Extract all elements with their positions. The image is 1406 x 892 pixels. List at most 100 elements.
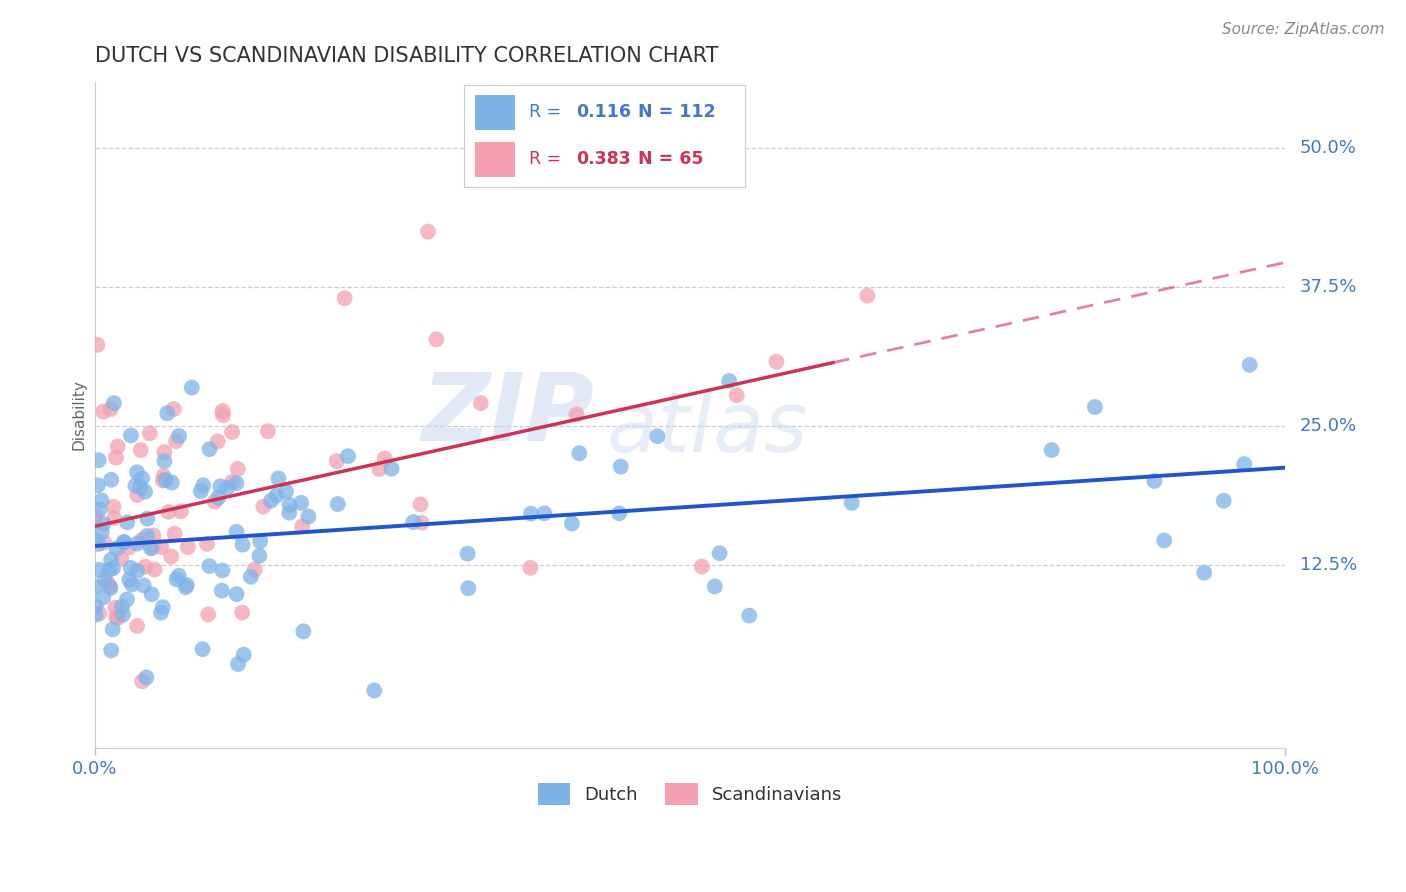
Point [211,564,233,578]
Point [703,579,725,593]
Point [104,450,127,465]
Point [610,459,633,474]
Point [139,541,162,556]
Point [86,338,108,352]
Point [249,534,271,549]
Point [225,587,247,601]
Point [1239,358,1261,372]
Point [1143,474,1166,488]
Point [198,559,221,574]
Point [180,381,202,395]
Point [127,536,149,550]
Point [100,643,122,657]
Point [152,600,174,615]
Point [118,573,141,587]
Point [257,424,280,438]
Text: 37.5%: 37.5% [1299,278,1357,296]
Point [765,354,787,368]
Point [101,623,124,637]
Point [565,408,588,422]
Point [647,429,669,443]
Point [84,508,107,523]
Point [325,454,347,468]
Point [212,408,235,422]
Point [105,610,128,624]
Point [337,449,360,463]
Point [103,500,125,514]
Text: ZIP: ZIP [422,369,595,461]
Point [131,533,153,547]
Text: N = 65: N = 65 [638,150,704,168]
Point [290,496,312,510]
Point [690,559,713,574]
Point [1084,400,1107,414]
Point [112,607,135,622]
Point [117,516,139,530]
Point [409,497,432,511]
Point [718,374,741,388]
Point [129,480,152,494]
Point [107,440,129,454]
Point [457,547,479,561]
Point [193,478,215,492]
Point [93,516,115,531]
Point [274,484,297,499]
Point [118,541,141,555]
Point [111,599,134,614]
Point [163,402,186,417]
Point [139,426,162,441]
Point [204,494,226,508]
Point [132,578,155,592]
Point [231,606,253,620]
Point [856,288,879,302]
Point [209,479,232,493]
Point [191,642,214,657]
Point [326,497,349,511]
Point [89,563,111,577]
Point [520,507,543,521]
Point [363,683,385,698]
Point [100,402,122,417]
Text: 50.0%: 50.0% [1299,139,1357,157]
Point [136,511,159,525]
Point [105,541,128,556]
Point [84,513,107,527]
Point [278,498,301,512]
Point [160,475,183,490]
Point [232,648,254,662]
Point [127,619,149,633]
Point [131,471,153,485]
Point [207,434,229,449]
Point [143,562,166,576]
Point [411,516,433,530]
Point [152,474,174,488]
Point [112,534,135,549]
Point [135,670,157,684]
Point [568,446,591,460]
Point [90,493,112,508]
Point [297,509,319,524]
Point [292,624,315,639]
Point [176,578,198,592]
Text: DUTCH VS SCANDINAVIAN DISABILITY CORRELATION CHART: DUTCH VS SCANDINAVIAN DISABILITY CORRELA… [94,46,718,66]
Point [87,453,110,467]
Point [239,570,262,584]
Point [252,500,274,514]
Point [129,442,152,457]
Point [87,478,110,492]
Point [177,540,200,554]
Point [103,511,125,525]
Point [153,445,176,459]
Point [267,471,290,485]
Point [89,607,111,621]
Point [425,332,447,346]
Point [156,406,179,420]
Text: R =: R = [529,103,561,121]
Point [402,515,425,529]
Point [333,291,356,305]
Point [1153,533,1175,548]
Point [211,404,233,418]
Point [160,549,183,564]
Legend: Dutch, Scandinavians: Dutch, Scandinavians [530,776,849,813]
Bar [475,142,515,177]
